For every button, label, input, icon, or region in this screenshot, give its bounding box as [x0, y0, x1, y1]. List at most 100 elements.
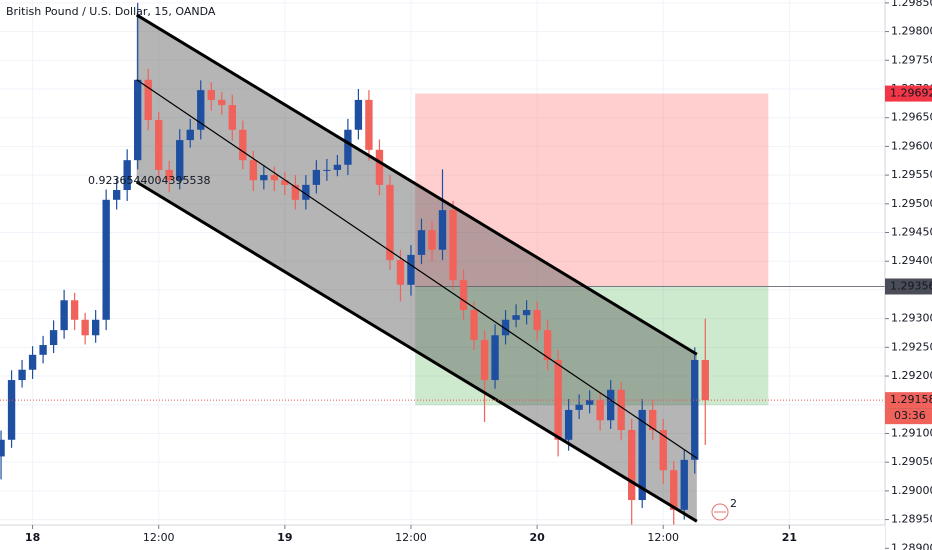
stop-price-tag: 1.29692 [890, 87, 932, 100]
candle-body [428, 230, 436, 250]
candle-body [354, 99, 363, 130]
candle-body [501, 319, 510, 336]
candle-body [312, 169, 321, 185]
x-tick-label: 12:00 [143, 531, 175, 544]
candle-body [239, 129, 247, 161]
candle-body [344, 129, 352, 165]
candle-body [449, 210, 457, 281]
candle-body [249, 160, 257, 181]
candle-body [291, 184, 300, 200]
entry-price-tag: 1.29356 [890, 279, 932, 292]
candle-body [470, 310, 478, 340]
candle-body [533, 310, 541, 331]
candle-body [323, 169, 331, 171]
candle-body [459, 280, 468, 311]
candle-body [659, 430, 667, 471]
candle-body [81, 319, 89, 336]
candle-body [39, 345, 47, 355]
current-price-tag-bg [885, 392, 932, 409]
candle-body [596, 400, 604, 421]
candle-body [70, 300, 79, 320]
candle-body [218, 99, 226, 106]
candle-body [386, 184, 394, 261]
y-tick-label: 1.29750 [891, 53, 932, 66]
candle-body [543, 330, 552, 360]
stop-price-tag-bg [885, 85, 932, 102]
candle-body [18, 369, 26, 381]
x-tick-label: 20 [529, 531, 545, 544]
candle-body [176, 140, 184, 181]
y-tick-label: 1.29500 [891, 197, 932, 210]
candle-body [438, 210, 447, 250]
y-tick-label: 1.29600 [891, 139, 932, 152]
candle-body [0, 439, 5, 457]
candle-body [197, 90, 205, 130]
candle-body [102, 199, 110, 320]
candle-body [270, 175, 279, 181]
entry-price-tag-bg [885, 278, 932, 295]
candle-body [228, 105, 236, 130]
candle-body [417, 230, 426, 255]
candle-body [606, 389, 615, 421]
x-tick-label: 19 [277, 531, 292, 544]
candle-body [480, 339, 489, 381]
grid [0, 0, 885, 549]
y-tick-label: 1.29050 [891, 455, 932, 468]
candle-body [7, 380, 16, 440]
x-tick-label: 21 [782, 531, 797, 544]
candle-body [701, 359, 709, 401]
candle-body [680, 459, 688, 510]
candle-body [281, 180, 289, 185]
candle-body [155, 119, 163, 170]
annotation: 0.9236544004395538 [88, 174, 210, 187]
y-tick-label: 1.29250 [891, 340, 932, 353]
candle-body [123, 160, 131, 191]
y-tick-label: 1.28900 [891, 541, 932, 550]
candle-body [302, 184, 310, 200]
y-tick-label: 1.29300 [891, 312, 932, 325]
y-tick-label: 1.29200 [891, 369, 932, 382]
stop-zone [415, 93, 769, 287]
candle-body [112, 190, 121, 200]
candle-body [649, 409, 657, 431]
y-tick-label: 1.29650 [891, 111, 932, 124]
candle-body [375, 149, 384, 185]
candle-body [144, 79, 152, 120]
channel-middle [136, 79, 698, 459]
y-tick-label: 1.29550 [891, 168, 932, 181]
x-tick-label: 12:00 [647, 531, 679, 544]
candle-body [638, 409, 646, 501]
events-badge[interactable]: 2 [711, 497, 737, 521]
chart-title: British Pound / U.S. Dollar, 15, OANDA [6, 5, 216, 18]
candle-body [365, 99, 373, 150]
candle-body [186, 129, 194, 141]
candle-body [691, 359, 699, 460]
candle-body [165, 169, 173, 181]
countdown-bg [885, 408, 932, 425]
candle-body [512, 315, 520, 320]
y-tick-label: 1.29450 [891, 226, 932, 239]
y-tick-label: 1.29850 [891, 0, 932, 9]
candle-body [491, 335, 499, 381]
channel-upper [135, 13, 698, 356]
candle-body [91, 319, 100, 336]
candle-body [396, 260, 405, 285]
badge-count: 2 [730, 497, 737, 510]
candle-body [670, 470, 678, 510]
candle-body [522, 310, 531, 316]
y-tick-label: 1.28950 [891, 513, 932, 526]
candle-body [575, 404, 583, 410]
candle-body [617, 389, 625, 431]
x-tick-label: 18 [25, 531, 40, 544]
candle-body [628, 430, 636, 501]
candle-body [28, 354, 37, 370]
y-tick-label: 1.29000 [891, 484, 932, 497]
candle-body [564, 409, 573, 440]
y-tick-label: 1.29800 [891, 25, 932, 38]
channel-lines [0, 13, 885, 523]
candle-body [60, 300, 68, 331]
candle-body [585, 400, 594, 405]
candles [0, 2, 709, 549]
